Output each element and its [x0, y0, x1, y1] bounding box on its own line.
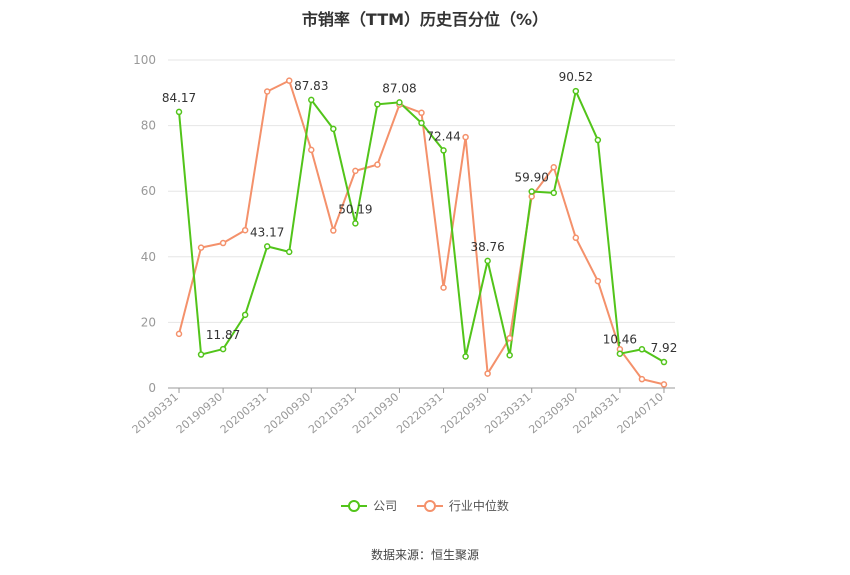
data-point-company-3 — [241, 311, 249, 319]
data-point-company-12 — [440, 147, 447, 154]
y-tick-label-0: 0 — [148, 381, 156, 395]
y-tick-label-60: 60 — [141, 184, 156, 198]
data-point-company-0 — [175, 108, 183, 116]
x-tick-label-20190331: 20190331 — [130, 390, 181, 436]
data-point-industry-17 — [550, 164, 558, 171]
y-tick-label-80: 80 — [141, 119, 156, 133]
y-tick-label-100: 100 — [133, 53, 156, 67]
source-note: 数据来源：恒生聚源 — [370, 548, 479, 562]
data-label-20: 10.46 — [603, 333, 637, 347]
grid-lines — [168, 59, 675, 389]
data-point-company-14 — [484, 257, 491, 265]
data-point-company-2 — [219, 345, 227, 353]
data-label-6: 87.83 — [294, 79, 328, 93]
legend-swatch-company — [341, 499, 368, 513]
data-point-industry-18 — [572, 234, 580, 242]
data-point-industry-7 — [330, 227, 337, 234]
legend-label-industry: 行业中位数 — [448, 499, 509, 513]
legend-item-industry[interactable]: 行业中位数 — [416, 497, 509, 514]
chart-title: 市销率（TTM）历史百分位（%） — [301, 10, 549, 29]
x-tick-label-20200331: 20200331 — [218, 390, 269, 436]
data-point-industry-11 — [418, 109, 425, 117]
data-label-14: 38.76 — [470, 240, 504, 254]
data-label-22: 7.92 — [651, 341, 678, 355]
x-axis: 2019033120190930202003312020093020210331… — [130, 387, 675, 436]
x-tick-label-20210930: 20210930 — [350, 390, 401, 436]
data-point-company-18 — [572, 87, 580, 95]
data-point-industry-21 — [638, 375, 646, 383]
y-tick-label-20: 20 — [141, 315, 156, 329]
data-point-industry-19 — [594, 277, 602, 285]
data-point-company-8 — [352, 220, 359, 227]
data-point-company-21 — [638, 346, 646, 353]
data-point-industry-5 — [285, 77, 293, 84]
data-point-company-20 — [616, 350, 624, 357]
data-point-company-1 — [197, 351, 205, 358]
data-point-industry-14 — [484, 370, 491, 377]
series-points — [175, 77, 668, 388]
x-tick-label-20200930: 20200930 — [262, 390, 313, 436]
data-point-industry-6 — [308, 146, 315, 154]
data-point-company-16 — [528, 188, 535, 195]
legend: 公司 行业中位数 — [0, 497, 850, 516]
data-label-12: 72.44 — [426, 129, 460, 143]
x-tick-label-20220930: 20220930 — [438, 390, 489, 436]
data-point-company-4 — [263, 243, 271, 250]
data-point-company-15 — [506, 351, 513, 359]
data-point-industry-15 — [506, 334, 513, 342]
data-point-industry-13 — [462, 133, 469, 141]
data-point-company-19 — [594, 136, 602, 144]
x-tick-label-20230331: 20230331 — [482, 390, 533, 436]
data-point-industry-9 — [374, 161, 381, 168]
data-label-10: 87.08 — [382, 81, 416, 95]
data-point-company-22 — [660, 358, 668, 366]
y-tick-label-40: 40 — [141, 250, 156, 264]
data-point-industry-4 — [263, 88, 271, 95]
data-point-industry-3 — [241, 226, 249, 234]
data-labels: 84.17 11.87 43.17 87.83 50.19 87.08 72.44 38.76… — [162, 70, 677, 355]
data-point-industry-8 — [352, 167, 359, 175]
data-point-industry-1 — [197, 244, 205, 251]
data-point-company-11 — [418, 119, 425, 127]
data-point-company-17 — [550, 189, 558, 197]
x-tick-label-20190930: 20190930 — [174, 390, 225, 436]
data-point-industry-22 — [660, 381, 668, 388]
x-tick-label-20220331: 20220331 — [394, 390, 445, 436]
legend-label-company: 公司 — [373, 499, 398, 513]
legend-swatch-industry — [416, 499, 443, 513]
data-point-industry-12 — [440, 284, 447, 291]
data-point-company-9 — [374, 101, 381, 108]
y-axis: 0 20 40 60 80 100 — [133, 53, 156, 395]
data-label-18: 90.52 — [559, 70, 593, 84]
data-label-8: 50.19 — [338, 202, 372, 216]
x-tick-label-20230930: 20230930 — [526, 390, 577, 436]
data-point-company-10 — [396, 99, 403, 106]
legend-item-company[interactable]: 公司 — [341, 497, 397, 514]
data-point-company-7 — [330, 125, 337, 133]
data-point-company-13 — [462, 353, 469, 360]
x-tick-label-20240710: 20240710 — [615, 390, 666, 436]
data-point-industry-0 — [175, 330, 183, 338]
data-point-company-5 — [285, 248, 293, 256]
data-label-0: 84.17 — [162, 91, 196, 105]
data-label-16: 59.90 — [515, 171, 549, 185]
x-tick-label-20210331: 20210331 — [306, 390, 357, 436]
data-label-4: 43.17 — [250, 225, 284, 239]
data-label-2: 11.87 — [206, 328, 240, 342]
x-tick-label-20240331: 20240331 — [571, 390, 622, 436]
data-point-company-6 — [308, 96, 315, 104]
data-point-industry-2 — [219, 239, 227, 247]
